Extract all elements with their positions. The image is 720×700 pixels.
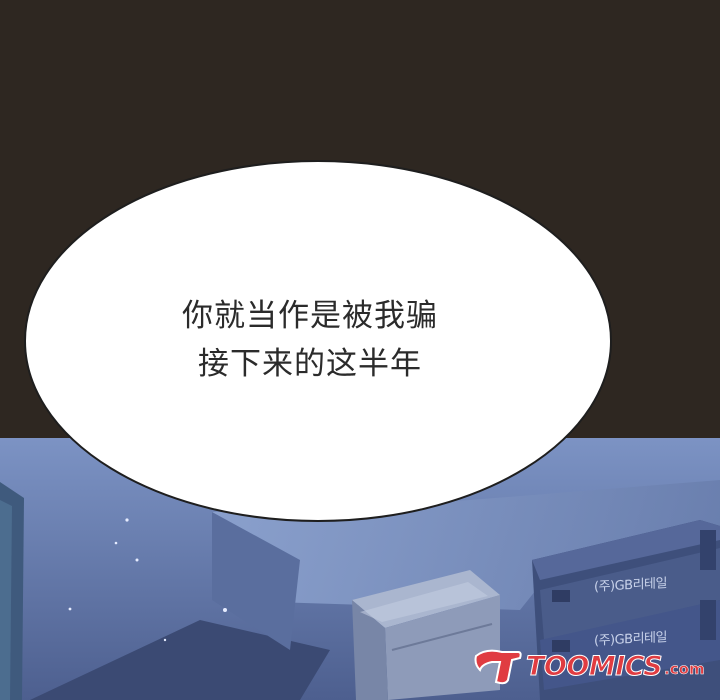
speech-bubble-text: 你就当作是被我骗 接下来的这半年 xyxy=(120,292,500,388)
watermark-domain: .com xyxy=(664,660,705,679)
speech-line-1: 你就当作是被我骗 xyxy=(182,298,438,334)
speech-line-2: 接下来的这半年 xyxy=(198,346,422,382)
watermark-brand: TOOMICS xyxy=(525,650,663,682)
speech-bubble xyxy=(24,160,612,522)
toomics-logo-icon xyxy=(474,649,522,685)
crate-label-top: (주)GB리테일 xyxy=(594,576,667,595)
sparkles xyxy=(68,518,227,642)
stacked-crates xyxy=(532,520,720,700)
storage-box xyxy=(352,570,500,700)
toomics-watermark: TOOMICS .com xyxy=(472,644,705,688)
